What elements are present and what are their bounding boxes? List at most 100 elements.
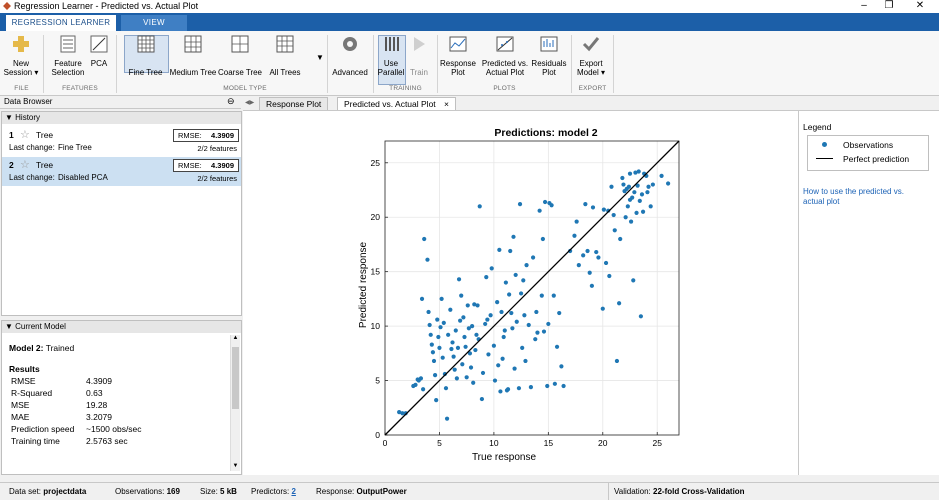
response-status: Response: OutputPower [316, 487, 407, 496]
minimize-button[interactable]: ‒ [861, 0, 867, 11]
observation-point [501, 334, 506, 340]
predicted-vs-actual-chart: 0 5 10 15 20 25 0 5 10 15 20 25 Predictions: model … [358, 127, 680, 463]
observation-point [470, 324, 475, 329]
observation-point [585, 248, 590, 254]
coarse-tree-button[interactable]: Coarse Tree [217, 34, 263, 77]
observation-point [403, 411, 408, 416]
favorite-star-icon[interactable]: ☆ [20, 159, 30, 171]
new-session-button[interactable]: New Session ▾ [3, 34, 39, 77]
predicted-vs-actual-icon [496, 36, 514, 52]
use-parallel-label-1: Use [383, 59, 399, 68]
tab-regression-learner[interactable]: REGRESSION LEARNER [6, 15, 116, 31]
observation-point [419, 296, 425, 301]
y-tick-label: 15 [371, 267, 381, 277]
x-tick-label: 25 [652, 438, 662, 448]
close-tab-icon[interactable]: × [444, 99, 450, 109]
status-bar: Data set: projectdata Observations: 169 … [0, 482, 939, 500]
scrollbar-thumb[interactable] [232, 347, 239, 409]
feature-selection-button[interactable]: Feature Selection [48, 34, 88, 77]
response-plot-icon [449, 36, 467, 52]
favorite-star-icon[interactable]: ☆ [20, 129, 30, 141]
observation-point [438, 325, 443, 330]
train-button[interactable]: Train [406, 34, 432, 77]
panel-options-icon[interactable]: ⊖ [227, 96, 235, 106]
tab-overflow-icon[interactable]: ◀▶ [245, 100, 255, 106]
history-header[interactable]: ▼ History [1, 111, 242, 125]
scroll-down-icon[interactable]: ▼ [232, 463, 239, 469]
last-change-label: Last change: [9, 143, 55, 152]
observation-point [646, 184, 651, 189]
current-model-header[interactable]: ▼ Current Model [1, 320, 242, 334]
validation-label: Validation: [614, 487, 651, 496]
observation-point [650, 182, 655, 187]
observation-point [516, 386, 522, 391]
history-panel: 1 ☆ Tree RMSE: 4.3909 Last change: Fine T… [1, 124, 242, 316]
observation-point [496, 363, 501, 368]
export-model-button[interactable]: Export Model ▾ [572, 34, 610, 77]
response-plot-label-2: Plot [451, 68, 465, 77]
observation-point [552, 381, 557, 386]
all-trees-label: All Trees [269, 68, 301, 77]
legend-title: Legend [803, 122, 832, 132]
predictors-link[interactable]: 2 [291, 487, 296, 496]
current-model-status: Model 2: Trained [9, 343, 74, 353]
use-parallel-toggle[interactable]: Use Parallel [377, 34, 405, 77]
observation-point [511, 234, 516, 239]
result-key: MAE [11, 412, 30, 422]
y-tick-label: 20 [371, 212, 381, 222]
predicted-vs-actual-button[interactable]: Predicted vs. Actual Plot [480, 34, 530, 77]
observation-point [463, 344, 468, 349]
tab-response-plot[interactable]: Response Plot [259, 97, 329, 110]
observation-point [415, 377, 420, 382]
observation-point [624, 186, 629, 192]
observation-point [452, 367, 457, 372]
observations-label: Observations: [115, 487, 165, 496]
help-link[interactable]: How to use the predicted vs. actual plot [803, 187, 904, 207]
tab-view[interactable]: VIEW [121, 15, 187, 31]
all-trees-button[interactable]: All Trees [265, 34, 305, 77]
observation-point [428, 332, 433, 337]
data-browser-bar: Data Browser ⊖ [0, 96, 241, 109]
scroll-up-icon[interactable]: ▲ [232, 335, 239, 341]
observation-point [448, 307, 453, 312]
vertical-scrollbar[interactable]: ▲ ▼ [230, 335, 240, 471]
residuals-plot-button[interactable]: Residuals Plot [530, 34, 568, 77]
toolstrip: New Session ▾ Feature Selection PCA Fine… [0, 31, 939, 96]
advanced-button[interactable]: Advanced [330, 34, 370, 77]
pca-button[interactable]: PCA [88, 34, 110, 68]
section-plots: PLOTS [493, 85, 516, 92]
predicted-vs-actual-label-1: Predicted vs. [481, 59, 529, 68]
tab-predicted-vs-actual[interactable]: Predicted vs. Actual Plot × [337, 97, 457, 110]
restore-button[interactable]: ❐ [884, 0, 894, 11]
observation-point [638, 314, 643, 319]
model-gallery-expand-icon[interactable]: ▼ [316, 53, 324, 62]
observation-point [455, 345, 461, 350]
fine-tree-button[interactable]: Fine Tree [123, 34, 168, 77]
dataset-value: projectdata [43, 487, 87, 496]
y-tick-label: 25 [371, 158, 381, 168]
observation-point [620, 175, 625, 181]
response-plot-button[interactable]: Response Plot [438, 34, 478, 77]
feature-selection-label-2: Selection [51, 68, 85, 77]
observation-point [422, 236, 427, 242]
predicted-vs-actual-label-2: Actual Plot [485, 68, 525, 77]
close-button[interactable]: ✕ [915, 0, 925, 11]
history-item-model-1[interactable]: 1 ☆ Tree RMSE: 4.3909 Last change: Fine T… [2, 127, 241, 156]
coarse-tree-label: Coarse Tree [217, 68, 263, 77]
observation-point [453, 328, 458, 333]
observation-point [603, 260, 609, 266]
dataset-status: Data set: projectdata [9, 487, 86, 496]
medium-tree-button[interactable]: Medium Tree [169, 34, 217, 77]
observation-point [509, 310, 514, 316]
result-value: 4.3909 [86, 376, 112, 386]
document-tabs: ◀▶ Response Plot Predicted vs. Actual Pl… [243, 96, 939, 111]
observation-point [637, 198, 642, 203]
validation-status: Validation: 22-fold Cross-Validation [614, 487, 745, 496]
divider [43, 35, 44, 93]
observation-point [635, 183, 640, 188]
section-training: TRAINING [389, 85, 422, 92]
observation-point [434, 398, 439, 403]
history-item-model-2[interactable]: 2 ☆ Tree RMSE: 4.3909 Last change: Disabl… [2, 157, 241, 186]
y-tick-label: 0 [375, 430, 380, 440]
observation-point [554, 344, 560, 349]
